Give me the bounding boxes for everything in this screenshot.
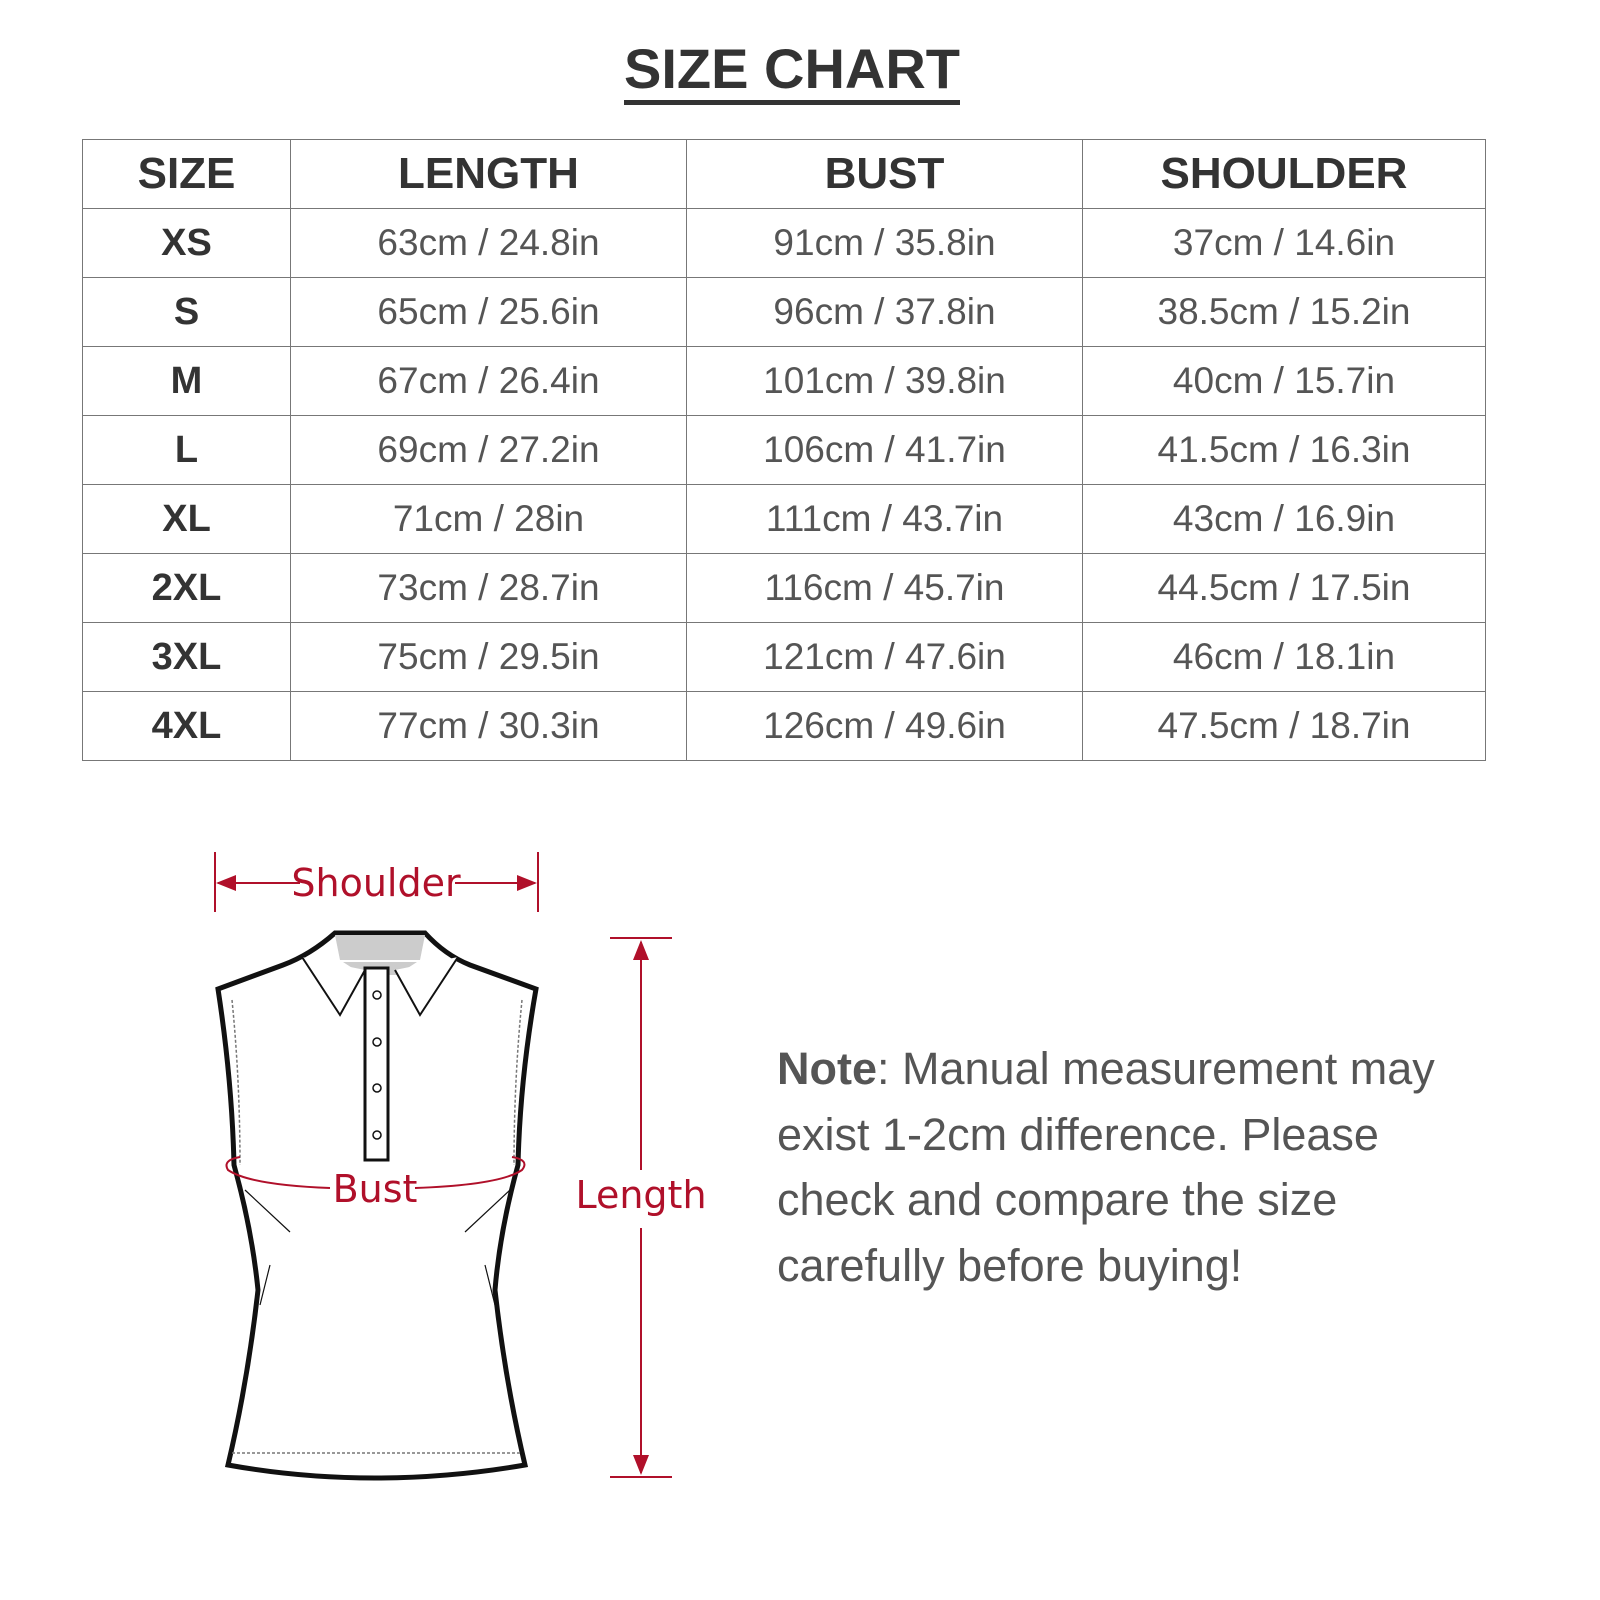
shoulder-cell: 47.5cm / 18.7in	[1082, 691, 1486, 761]
length-measure: Length	[575, 937, 707, 1478]
size-cell: XL	[82, 484, 291, 554]
bust-cell: 116cm / 45.7in	[686, 553, 1083, 623]
shoulder-measure: Shoulder	[214, 852, 539, 912]
size-table: SIZE LENGTH BUST SHOULDER XS 63cm / 24.8i…	[82, 139, 1486, 761]
bust-cell: 96cm / 37.8in	[686, 277, 1083, 347]
shoulder-cell: 38.5cm / 15.2in	[1082, 277, 1486, 347]
shoulder-cell: 40cm / 15.7in	[1082, 346, 1486, 416]
size-cell: 4XL	[82, 691, 291, 761]
shoulder-cell: 46cm / 18.1in	[1082, 622, 1486, 692]
length-cell: 71cm / 28in	[290, 484, 687, 554]
shoulder-cell: 37cm / 14.6in	[1082, 208, 1486, 278]
header-shoulder: SHOULDER	[1082, 139, 1486, 209]
length-cell: 67cm / 26.4in	[290, 346, 687, 416]
length-cell: 77cm / 30.3in	[290, 691, 687, 761]
note-label: Note	[777, 1043, 877, 1094]
shoulder-cell: 44.5cm / 17.5in	[1082, 553, 1486, 623]
shirt-outline	[215, 930, 539, 1481]
shoulder-label: Shoulder	[291, 861, 461, 905]
length-cell: 69cm / 27.2in	[290, 415, 687, 485]
size-cell: M	[82, 346, 291, 416]
length-cell: 73cm / 28.7in	[290, 553, 687, 623]
header-size: SIZE	[82, 139, 291, 209]
bust-cell: 91cm / 35.8in	[686, 208, 1083, 278]
size-cell: 3XL	[82, 622, 291, 692]
table-row: L 69cm / 27.2in 106cm / 41.7in 41.5cm / 16.…	[82, 415, 1486, 485]
table-row: S 65cm / 25.6in 96cm / 37.8in 38.5cm / 15.2…	[82, 277, 1486, 347]
table-row: 3XL 75cm / 29.5in 121cm / 47.6in 46cm / 18.…	[82, 622, 1486, 692]
bust-cell: 106cm / 41.7in	[686, 415, 1083, 485]
length-cell: 75cm / 29.5in	[290, 622, 687, 692]
bust-cell: 126cm / 49.6in	[686, 691, 1083, 761]
shoulder-cell: 43cm / 16.9in	[1082, 484, 1486, 554]
table-row: XL 71cm / 28in 111cm / 43.7in 43cm / 16.9in	[82, 484, 1486, 554]
table-row: 2XL 73cm / 28.7in 116cm / 45.7in 44.5cm / 1…	[82, 553, 1486, 623]
table-row: XS 63cm / 24.8in 91cm / 35.8in 37cm / 14.6i…	[82, 208, 1486, 278]
note-text: Note: Manual measurement may exist 1-2cm…	[777, 1043, 1435, 1291]
page-title: SIZE CHART	[0, 36, 1584, 105]
table-row: M 67cm / 26.4in 101cm / 39.8in 40cm / 15.7i…	[82, 346, 1486, 416]
length-label: Length	[575, 1173, 706, 1217]
bust-cell: 101cm / 39.8in	[686, 346, 1083, 416]
size-cell: L	[82, 415, 291, 485]
size-cell: S	[82, 277, 291, 347]
bust-cell: 121cm / 47.6in	[686, 622, 1083, 692]
bust-cell: 111cm / 43.7in	[686, 484, 1083, 554]
bust-measure: Bust	[225, 1156, 526, 1211]
table-header-row: SIZE LENGTH BUST SHOULDER	[82, 139, 1486, 209]
bust-label: Bust	[333, 1167, 418, 1211]
table-row: 4XL 77cm / 30.3in 126cm / 49.6in 47.5cm / 1…	[82, 691, 1486, 761]
size-cell: 2XL	[82, 553, 291, 623]
header-bust: BUST	[686, 139, 1083, 209]
